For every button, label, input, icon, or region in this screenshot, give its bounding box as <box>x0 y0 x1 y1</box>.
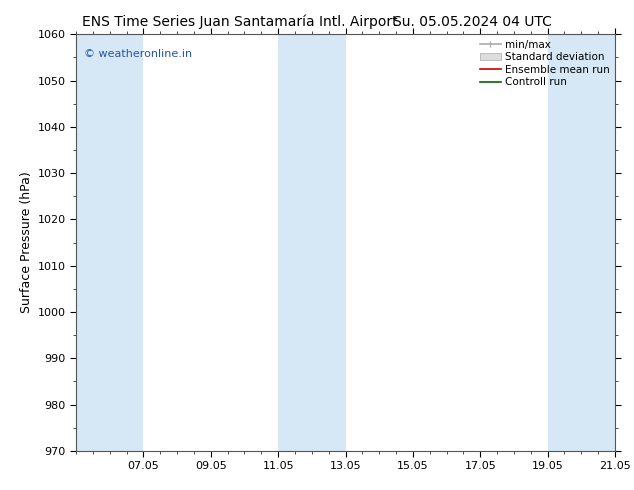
Text: © weatheronline.in: © weatheronline.in <box>84 49 192 59</box>
Y-axis label: Surface Pressure (hPa): Surface Pressure (hPa) <box>20 172 34 314</box>
Text: ENS Time Series Juan Santamaría Intl. Airport: ENS Time Series Juan Santamaría Intl. Ai… <box>82 15 398 29</box>
Legend: min/max, Standard deviation, Ensemble mean run, Controll run: min/max, Standard deviation, Ensemble me… <box>478 37 612 89</box>
Bar <box>548 34 615 451</box>
Bar <box>278 34 346 451</box>
Text: Su. 05.05.2024 04 UTC: Su. 05.05.2024 04 UTC <box>392 15 552 29</box>
Bar <box>76 34 143 451</box>
